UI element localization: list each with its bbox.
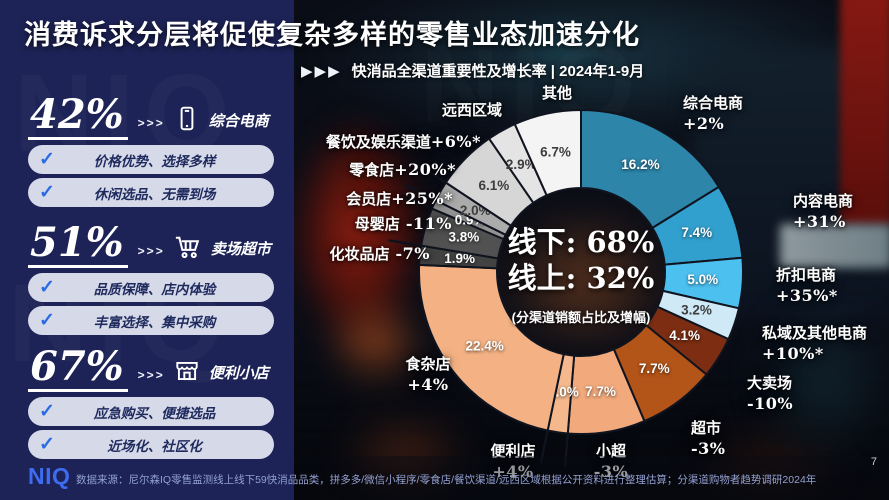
data-source-note: 数据来源：尼尔森IQ零售监测线上线下59快消品品类，拼多多/微信小程序/零食店/… bbox=[76, 474, 817, 486]
slice-value-label: 7.7% bbox=[585, 384, 616, 399]
triple-chevron-icon: ▶▶▶ bbox=[301, 62, 342, 80]
slice-value-label: 16.2% bbox=[621, 157, 659, 172]
slice-value-label: 2.9% bbox=[506, 157, 537, 172]
feature-text: 休闲选品、无需到场 bbox=[93, 186, 216, 202]
chart-caption: (分渠道销额占比及增幅) bbox=[511, 309, 651, 325]
feature-text: 品质保障、店内体验 bbox=[93, 281, 216, 297]
niq-logo: NIQ bbox=[28, 463, 71, 489]
stat-block-integrated-ecommerce: 42% >>> 综合电商 ✓ 价格优势、选择多样 ✓ 休闲选品、无需到场 bbox=[28, 92, 274, 211]
slice-value-label: 3.2% bbox=[681, 303, 712, 318]
slice-value-label: 7.4% bbox=[681, 225, 712, 240]
feature-pill: ✓ 近场化、社区化 bbox=[28, 430, 274, 459]
stat-head: 67% >>> 便利小店 bbox=[28, 344, 274, 394]
chart-subtitle: ▶▶▶ 快消品全渠道重要性及增长率 | 2024年1-9月 bbox=[301, 60, 644, 81]
feature-text: 近场化、社区化 bbox=[107, 438, 202, 454]
stat-head: 51% >>> 卖场超市 bbox=[28, 220, 274, 270]
feature-pill: ✓ 价格优势、选择多样 bbox=[28, 145, 274, 174]
page-number: 7 bbox=[870, 456, 877, 468]
check-icon: ✓ bbox=[39, 401, 55, 422]
check-icon: ✓ bbox=[39, 182, 55, 203]
arrows-icon: >>> bbox=[137, 244, 165, 258]
donut-slice-其他 bbox=[513, 108, 582, 197]
feature-pill: ✓ 休闲选品、无需到场 bbox=[28, 178, 274, 207]
arrows-icon: >>> bbox=[137, 368, 165, 382]
stat-head: 42% >>> 综合电商 bbox=[28, 92, 274, 142]
slice-value-label: 6.7% bbox=[540, 144, 571, 159]
leader-line bbox=[405, 184, 436, 201]
leader-line bbox=[563, 434, 569, 467]
feature-pill: ✓ 品质保障、店内体验 bbox=[28, 273, 274, 302]
slice-value-label: 22.4% bbox=[465, 338, 503, 353]
page-title: 消费诉求分层将促使复杂多样的零售业态加速分化 bbox=[24, 20, 640, 50]
chart-center-summary: 线下: 68% 线上: 32% (分渠道销额占比及增幅) bbox=[461, 224, 701, 326]
stat-block-convenience-store: 67% >>> 便利小店 ✓ 应急购买、便捷选品 ✓ 近场化、社区化 bbox=[28, 344, 274, 463]
stat-channel-label: 便利小店 bbox=[208, 364, 269, 382]
slice-value-label: 3.8% bbox=[448, 230, 479, 245]
arrows-icon: >>> bbox=[137, 116, 165, 130]
slice-value-label: 4.1% bbox=[669, 328, 700, 343]
stat-percent: 67% bbox=[28, 346, 128, 392]
slice-value-label: 5.0% bbox=[687, 272, 718, 287]
footer: NIQ 数据来源：尼尔森IQ零售监测线上线下59快消品品类，拼多多/微信小程序/… bbox=[0, 456, 889, 500]
slice-value-label: 7.7% bbox=[639, 361, 670, 376]
stat-percent: 51% bbox=[28, 222, 128, 268]
slice-value-label: 1.9% bbox=[444, 251, 475, 266]
phone-icon bbox=[173, 105, 201, 133]
check-icon: ✓ bbox=[39, 149, 55, 170]
online-share-label: 线上: 32% bbox=[507, 261, 655, 296]
leader-line bbox=[417, 163, 446, 184]
feature-text: 应急购买、便捷选品 bbox=[93, 405, 216, 421]
stat-block-hypermarket: 51% >>> 卖场超市 ✓ 品质保障、店内体验 ✓ 丰富选择、集中采购 bbox=[28, 220, 274, 339]
feature-pill: ✓ 应急购买、便捷选品 bbox=[28, 397, 274, 426]
chart-subtitle-text: 快消品全渠道重要性及增长率 | 2024年1-9月 bbox=[351, 63, 645, 80]
check-icon: ✓ bbox=[39, 310, 55, 331]
donut-slice-食杂店 bbox=[418, 263, 565, 432]
stat-percent: 42% bbox=[28, 94, 128, 140]
feature-text: 丰富选择、集中采购 bbox=[93, 314, 216, 330]
feature-text: 价格优势、选择多样 bbox=[93, 153, 216, 169]
cart-icon bbox=[173, 232, 203, 262]
feature-pill: ✓ 丰富选择、集中采购 bbox=[28, 306, 274, 335]
store-icon bbox=[173, 357, 201, 385]
stat-channel-label: 综合电商 bbox=[208, 112, 269, 130]
footer-shade bbox=[0, 456, 889, 500]
slice-value-label: 6.1% bbox=[479, 178, 510, 193]
leader-line bbox=[388, 239, 421, 247]
leader-line bbox=[539, 431, 549, 464]
check-icon: ✓ bbox=[39, 277, 55, 298]
stat-channel-label: 卖场超市 bbox=[210, 240, 271, 258]
check-icon: ✓ bbox=[39, 434, 55, 455]
leader-line bbox=[401, 194, 432, 210]
offline-share-label: 线下: 68% bbox=[507, 225, 655, 259]
